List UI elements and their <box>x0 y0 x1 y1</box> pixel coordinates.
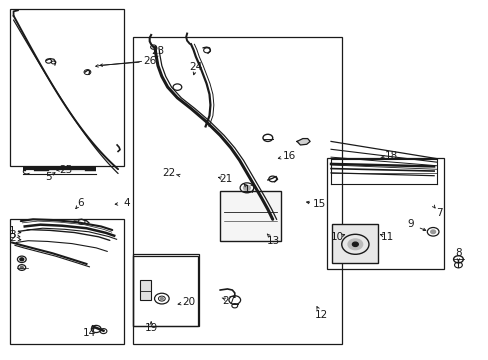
Text: 2: 2 <box>9 233 15 243</box>
Bar <box>10 9 124 166</box>
Bar <box>326 158 443 269</box>
Bar <box>331 224 377 263</box>
Circle shape <box>347 239 362 249</box>
Text: 23: 23 <box>151 46 164 56</box>
Text: 3: 3 <box>9 230 15 240</box>
Text: 12: 12 <box>314 310 327 320</box>
Text: 10: 10 <box>330 232 343 242</box>
Text: 6: 6 <box>77 198 83 208</box>
Text: 14: 14 <box>83 328 96 338</box>
Bar <box>140 280 150 300</box>
Text: 22: 22 <box>162 168 175 178</box>
Text: 25: 25 <box>59 165 72 175</box>
Bar <box>132 256 198 326</box>
Text: 18: 18 <box>384 151 397 161</box>
Text: 24: 24 <box>189 63 202 72</box>
Text: 16: 16 <box>282 151 295 161</box>
Bar <box>10 219 124 344</box>
Text: 11: 11 <box>381 232 394 242</box>
Text: 21: 21 <box>219 174 232 184</box>
Circle shape <box>20 266 23 269</box>
Bar <box>220 191 281 241</box>
Text: 19: 19 <box>144 323 158 333</box>
Polygon shape <box>296 139 309 145</box>
Circle shape <box>352 242 358 247</box>
Text: 20: 20 <box>182 297 195 307</box>
Text: 17: 17 <box>243 185 256 195</box>
Circle shape <box>160 297 163 300</box>
Circle shape <box>20 258 24 261</box>
Bar <box>132 37 341 344</box>
Text: 27: 27 <box>222 296 235 306</box>
Text: 26: 26 <box>143 57 156 66</box>
Text: 15: 15 <box>313 199 326 209</box>
Circle shape <box>243 185 250 190</box>
Text: 7: 7 <box>435 208 442 218</box>
Text: 13: 13 <box>266 236 280 246</box>
Text: 1: 1 <box>9 226 15 236</box>
Circle shape <box>430 230 435 234</box>
Bar <box>133 254 199 326</box>
Text: 9: 9 <box>407 219 413 229</box>
Text: 8: 8 <box>454 248 461 258</box>
Text: 4: 4 <box>123 198 130 208</box>
Text: 5: 5 <box>45 172 51 182</box>
